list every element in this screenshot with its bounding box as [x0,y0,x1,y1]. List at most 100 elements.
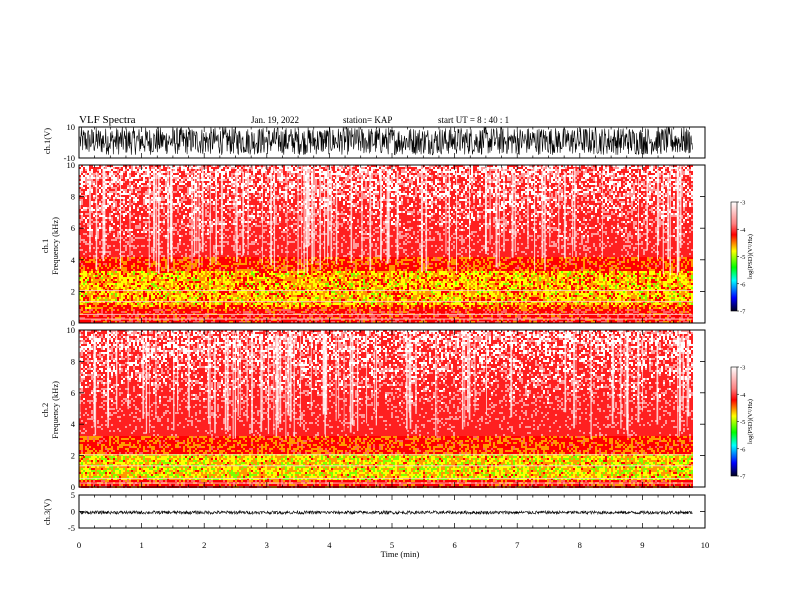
ch1-spectrogram-cell [97,287,99,289]
ch1-spectrogram-cell [91,287,93,289]
ch1-spectrogram-cell [91,273,93,275]
ch1-spectrogram-cell [81,167,83,169]
ch1-spectrogram-cell [83,265,85,267]
ch1-spectrogram-cell [93,287,95,289]
ch1-spectrogram-cell [85,279,87,281]
ch1-spectrogram-cell [97,171,99,173]
ch1-spectrogram-cell [97,283,99,285]
ch1-spectrogram-cell [91,297,93,299]
ch1-spectrogram-cell [89,257,91,259]
ch1-spectrogram-cell [97,253,99,255]
ch1-spectrogram-cell [85,223,87,225]
ch1-spectrogram-cell [85,233,87,235]
ch1-spectrogram-cell [85,175,87,177]
ch1-spectrogram-cell [91,241,93,243]
ch1-spectrogram-cell [91,179,93,181]
ch1-spectrogram-cell [83,315,85,317]
ch1-spectrogram-cell [97,215,99,217]
ch1-spectrogram-cell [93,173,95,175]
ch1-spectrogram-cell [81,281,83,283]
ch1-spectrogram-cell [83,305,85,307]
ch1-spectrogram-cell [91,239,93,241]
ch1-spectrogram-cell [85,237,87,239]
ch1-spectrogram-cell [83,169,85,171]
ch1-spectrogram-cell [85,263,87,265]
ch1-spectrogram-cell [97,307,99,309]
ch1-spectrogram-cell [97,181,99,183]
ch1-spectrogram-cell [87,303,89,305]
ch1-spectrogram-cell [97,241,99,243]
ch1-spectrogram-cell [85,265,87,267]
ch1-spectrogram-cell [95,277,97,279]
ch1-spectrogram-cell [91,183,93,185]
ch1-spectrogram-cell [95,275,97,277]
ch1-spectrogram-cell [93,247,95,249]
ch1-spectrogram-cell [95,303,97,305]
ch1-spectrogram-cell [89,293,91,295]
ch1-spectrogram-cell [91,189,93,191]
ch1-spectrogram-cell [87,305,89,307]
ch1-spectrogram-cell [81,201,83,203]
ch1-spectrogram-cell [93,239,95,241]
ch1-spectrogram-cell [81,257,83,259]
ch1-spectrogram-cell [87,191,89,193]
ch1-spectrogram-cell [91,219,93,221]
ch1-spectrogram-cell [91,243,93,245]
ch1-spectrogram-cell [89,259,91,261]
ch1-spectrogram-cell [97,271,99,273]
ch1-spectrogram-cell [87,293,89,295]
ch1-spectrogram-cell [81,315,83,317]
ch1-spectrogram-cell [89,311,91,313]
ch1-spectrogram-cell [89,265,91,267]
ch1-spectrogram-cell [81,311,83,313]
ch1-spectrogram-cell [83,263,85,265]
ch1-spectrogram-cell [83,249,85,251]
ch1-spectrogram-cell [89,253,91,255]
ch1-spectrogram-cell [93,219,95,221]
ch1-spectrogram-cell [89,285,91,287]
ch1-spectrogram-cell [85,203,87,205]
ch1-spectrogram-cell [83,261,85,263]
ch1-waveform-trace [80,127,693,155]
ch1-spectrogram-cell [89,169,91,171]
ch1-spectrogram-cell [81,309,83,311]
ch1-spectrogram-cell [97,267,99,269]
ch1-spectrogram-cell [83,193,85,195]
ch1-spectrogram-cell [85,191,87,193]
ch1-spectrogram-cell [97,185,99,187]
ch1-spectrogram-cell [93,263,95,265]
ch1-spectrogram-cell [91,217,93,219]
ch1-spectrogram-cell [97,209,99,211]
ch1-spectrogram-cell [91,283,93,285]
ch1-spectrogram-cell [83,205,85,207]
ch1-spectrogram-cell [87,299,89,301]
ch1-spectrogram-cell [81,215,83,217]
ch1-spectrogram-cell [83,255,85,257]
ch1-spectrogram-cell [93,195,95,197]
ch1-spectrogram-cell [83,275,85,277]
ch1-spectrogram-cell [91,231,93,233]
ch1-spectrogram-cell [95,273,97,275]
ch1-spectrogram-cell [87,249,89,251]
ch1-spectrogram-cell [85,281,87,283]
ch1-spectrogram-cell [85,177,87,179]
ch1-spectrogram-cell [87,209,89,211]
ch1-spectrogram-cell [83,245,85,247]
ch1-spectrogram-cell [87,203,89,205]
ch1-spectrogram-cell [93,193,95,195]
ch1-spectrogram-cell [87,255,89,257]
ch1-spectrogram-cell [87,271,89,273]
ch1-spectrogram-cell [81,199,83,201]
ch1-spectrogram-cell [95,307,97,309]
ch1-spectrogram-cell [87,237,89,239]
ch1-spectrogram-cell [85,293,87,295]
ch1-spectrogram-cell [83,235,85,237]
ch1-spectrogram-cell [81,253,83,255]
ch1-spectrogram-cell [89,281,91,283]
ch1-spectrogram-cell [83,173,85,175]
ch1-spectrogram-cell [89,287,91,289]
ch1-spectrogram-cell [89,279,91,281]
ch1-spectrogram-cell [87,215,89,217]
ch1-spectrogram-cell [87,269,89,271]
ch1-spectrogram-cell [91,197,93,199]
